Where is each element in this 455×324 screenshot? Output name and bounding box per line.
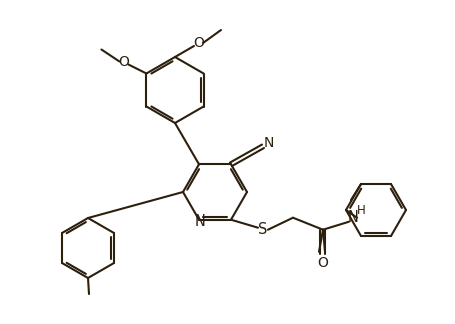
Text: N: N <box>347 210 358 225</box>
Text: H: H <box>356 204 364 217</box>
Text: S: S <box>258 222 267 237</box>
Text: N: N <box>194 214 205 229</box>
Text: O: O <box>118 54 129 68</box>
Text: O: O <box>193 36 204 50</box>
Text: N: N <box>263 136 273 150</box>
Text: O: O <box>317 256 328 270</box>
